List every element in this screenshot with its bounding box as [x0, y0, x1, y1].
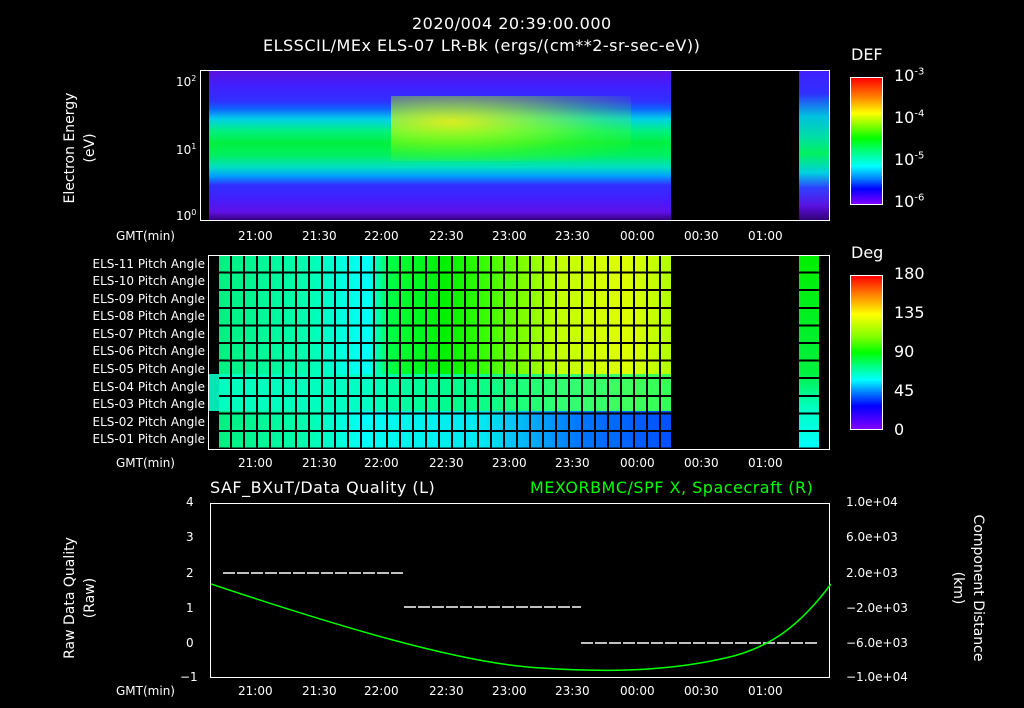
def-tick-1e-3: 10-3	[894, 66, 925, 85]
line-plot-svg	[211, 572, 831, 672]
def-colorbar-title: DEF	[851, 45, 883, 64]
gmt-label-1: GMT(min)	[116, 229, 175, 243]
data-quality-axis-unit: (Raw)	[82, 577, 98, 619]
deg-tick-90: 90	[894, 342, 915, 361]
spectrogram-peak-region	[391, 96, 631, 161]
spectrogram-data-gap	[671, 71, 799, 220]
plot-subtitle: ELSSCIL/MEx ELS-07 LR-Bk (ergs/(cm**2-sr…	[263, 36, 701, 55]
def-tick-1e-4: 10-4	[894, 108, 925, 127]
spf-x-axis-unit: (km)	[950, 571, 966, 605]
deg-colorbar-title: Deg	[851, 243, 884, 262]
deg-tick-45: 45	[894, 381, 915, 400]
def-tick-1e-5: 10-5	[894, 150, 925, 169]
data-quality-title: SAF_BXuT/Data Quality (L)	[210, 478, 436, 497]
pitch-angle-heatmap	[208, 255, 830, 450]
energy-ytick-10: 101	[176, 142, 197, 157]
deg-tick-0: 0	[894, 420, 905, 439]
pitch-data-right	[799, 256, 819, 449]
line-plot-area	[210, 503, 831, 678]
spf-x-title: MEXORBMC/SPF X, Spacecraft (R)	[530, 478, 814, 497]
plot-timestamp: 2020/004 20:39:00.000	[412, 14, 612, 33]
def-tick-1e-6: 10-6	[894, 192, 925, 211]
energy-axis-label: Electron Energy	[62, 92, 78, 204]
data-quality-series	[223, 572, 818, 644]
energy-ytick-100: 102	[176, 74, 197, 89]
spf-x-curve	[211, 583, 831, 672]
def-colorbar	[850, 77, 883, 205]
energy-axis-unit: (eV)	[82, 133, 98, 163]
pitch-grid	[219, 256, 671, 449]
gmt-label-2: GMT(min)	[116, 456, 175, 470]
deg-colorbar	[850, 275, 883, 430]
deg-tick-180: 180	[894, 264, 925, 283]
energy-spectrogram	[200, 70, 830, 221]
pitch-data-gap	[671, 256, 799, 449]
spf-x-axis-label: Component Distance	[970, 514, 986, 662]
data-quality-axis-label: Raw Data Quality	[62, 537, 78, 659]
spectrogram-data-right	[799, 71, 829, 220]
energy-ytick-1: 100	[176, 208, 197, 223]
gmt-label-3: GMT(min)	[116, 684, 175, 698]
deg-tick-135: 135	[894, 303, 925, 322]
